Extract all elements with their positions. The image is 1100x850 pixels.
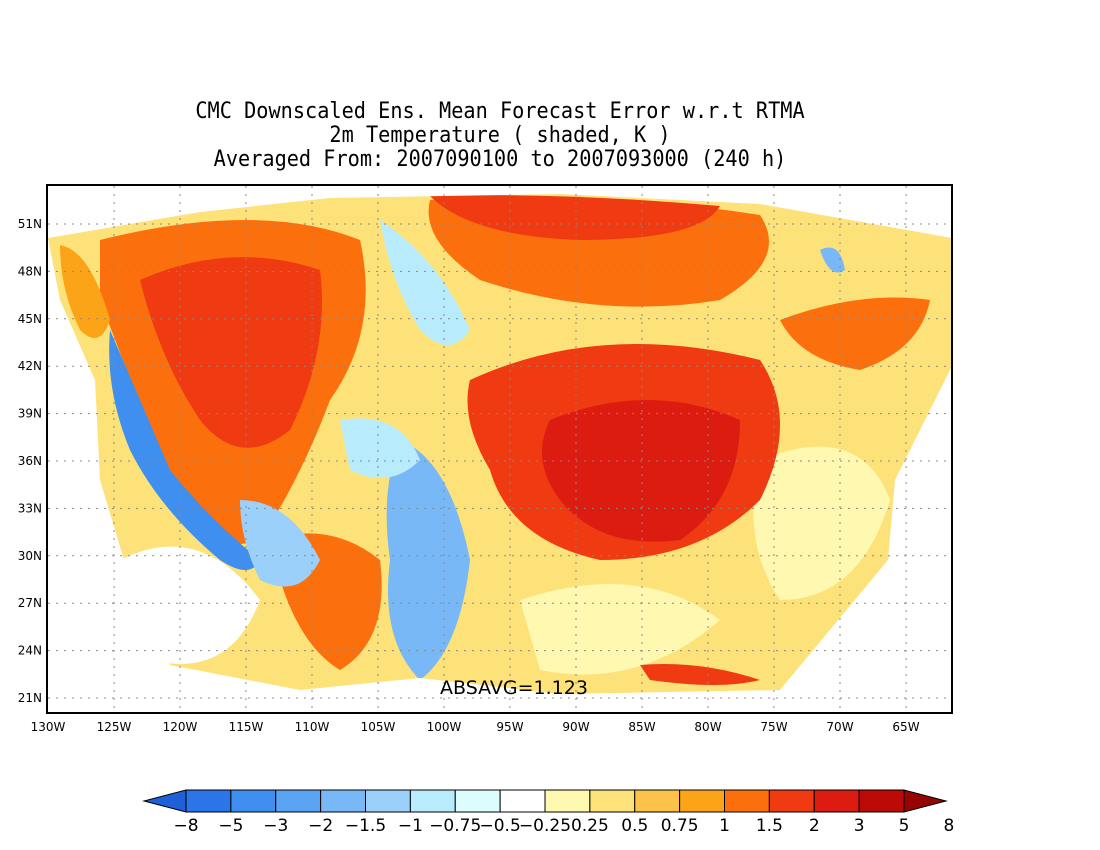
field-cool-maine bbox=[820, 247, 845, 273]
colorbar-swatch-16 bbox=[858, 789, 905, 813]
colorbar-swatch-15 bbox=[813, 789, 860, 813]
field-strong-warm-west bbox=[140, 257, 322, 448]
field-cool-plains-north bbox=[380, 220, 470, 345]
lon-label-115W: 115W bbox=[229, 720, 264, 734]
title-line-2: 2m Temperature ( shaded, K ) bbox=[329, 123, 671, 148]
colorbar-swatch-5 bbox=[365, 789, 411, 813]
lon-label-75W: 75W bbox=[760, 720, 787, 734]
colorbar-label: −8 bbox=[173, 816, 198, 836]
latitude-labels: 51N 48N 45N 42N 39N 36N 33N 30N 27N 24N 21N bbox=[18, 217, 42, 705]
colorbar-arrow-high bbox=[903, 789, 948, 813]
lat-label-42N: 42N bbox=[18, 359, 42, 373]
lat-label-36N: 36N bbox=[18, 454, 42, 468]
colorbar-label: 0.25 bbox=[571, 816, 609, 836]
colorbar-swatch-11 bbox=[634, 789, 681, 813]
colorbar-swatch-10 bbox=[589, 789, 636, 813]
colorbar-swatch-1 bbox=[185, 789, 232, 813]
field-warm-caribbean bbox=[640, 664, 760, 685]
lon-label-100W: 100W bbox=[427, 720, 462, 734]
colorbar bbox=[142, 789, 948, 813]
colorbar-label: −3 bbox=[263, 816, 288, 836]
colorbar-swatch-3 bbox=[275, 789, 322, 813]
lat-label-24N: 24N bbox=[18, 644, 42, 658]
field-warm-coast bbox=[60, 245, 110, 338]
lon-label-110W: 110W bbox=[295, 720, 330, 734]
map-grid bbox=[48, 186, 951, 712]
colorbar-swatch-4 bbox=[320, 789, 366, 813]
field-neutral-gulf bbox=[520, 584, 720, 675]
lat-label-39N: 39N bbox=[18, 407, 42, 421]
colorbar-label: 8 bbox=[943, 816, 954, 836]
colorbar-label: −2 bbox=[308, 816, 333, 836]
absavg-label: ABSAVG=1.123 bbox=[440, 677, 588, 699]
lon-label-105W: 105W bbox=[361, 720, 396, 734]
lon-label-125W: 125W bbox=[97, 720, 132, 734]
lat-label-51N: 51N bbox=[18, 217, 42, 231]
lat-label-45N: 45N bbox=[18, 312, 42, 326]
lon-label-85W: 85W bbox=[628, 720, 655, 734]
title-line-3: Averaged From: 2007090100 to 2007093000 … bbox=[213, 147, 787, 172]
plot-title: CMC Downscaled Ens. Mean Forecast Error … bbox=[40, 100, 960, 172]
map-frame bbox=[46, 184, 953, 714]
colorbar-arrow-low bbox=[142, 789, 187, 813]
colorbar-swatch-6 bbox=[409, 789, 456, 813]
field-strong-warm-east bbox=[542, 400, 740, 542]
colorbar-label: −0.25 bbox=[519, 816, 571, 836]
field-cool-california-coast bbox=[109, 330, 260, 570]
field-warm-northeast bbox=[780, 297, 930, 370]
colorbar-label: 5 bbox=[899, 816, 910, 836]
colorbar-swatch-12 bbox=[679, 789, 725, 813]
colorbar-label: 3 bbox=[854, 816, 865, 836]
longitude-labels: 130W 125W 120W 115W 110W 105W 100W 95W 90W 85W 80W… bbox=[31, 720, 920, 734]
colorbar-swatch-14 bbox=[768, 789, 815, 813]
colorbar-label: −1 bbox=[398, 816, 423, 836]
colorbar-label: 2 bbox=[809, 816, 820, 836]
field-strong-warm-north bbox=[430, 195, 720, 240]
colorbar-label: −1.5 bbox=[345, 816, 386, 836]
colorbar-labels: −8 −5 −3 −2 −1.5 −1 −0.75−0.5−0.25 0.25 0.5 0.75 1… bbox=[173, 816, 954, 836]
colorbar-label: 0.75 bbox=[661, 816, 699, 836]
colorbar-swatch-9 bbox=[544, 789, 591, 813]
colorbar-label: 0.5 bbox=[621, 816, 648, 836]
colorbar-swatch-13 bbox=[724, 789, 770, 813]
lon-label-90W: 90W bbox=[562, 720, 589, 734]
title-line-1: CMC Downscaled Ens. Mean Forecast Error … bbox=[195, 99, 805, 124]
colorbar-label: −0.5 bbox=[479, 816, 520, 836]
lon-label-95W: 95W bbox=[496, 720, 523, 734]
field-neutral-atlantic bbox=[753, 446, 890, 600]
colorbar-label: 1 bbox=[719, 816, 730, 836]
field-cool-arizona bbox=[240, 500, 320, 587]
lat-label-21N: 21N bbox=[18, 691, 42, 705]
temperature-error-field bbox=[48, 194, 952, 694]
lat-label-27N: 27N bbox=[18, 596, 42, 610]
lon-label-80W: 80W bbox=[694, 720, 721, 734]
colorbar-swatch-2 bbox=[230, 789, 277, 813]
colorbar-label: −0.75 bbox=[429, 816, 481, 836]
colorbar-label: 1.5 bbox=[756, 816, 783, 836]
lat-label-33N: 33N bbox=[18, 501, 42, 515]
lon-label-120W: 120W bbox=[163, 720, 198, 734]
lon-label-65W: 65W bbox=[892, 720, 919, 734]
colorbar-swatch-8 bbox=[499, 789, 546, 813]
field-cool-high-plains bbox=[386, 440, 470, 680]
lon-label-130W: 130W bbox=[31, 720, 66, 734]
colorbar-swatch-7 bbox=[454, 789, 501, 813]
colorbar-label: −5 bbox=[218, 816, 243, 836]
field-cool-rockies bbox=[340, 418, 420, 478]
lat-label-48N: 48N bbox=[18, 264, 42, 278]
lon-label-70W: 70W bbox=[826, 720, 853, 734]
lat-label-30N: 30N bbox=[18, 549, 42, 563]
